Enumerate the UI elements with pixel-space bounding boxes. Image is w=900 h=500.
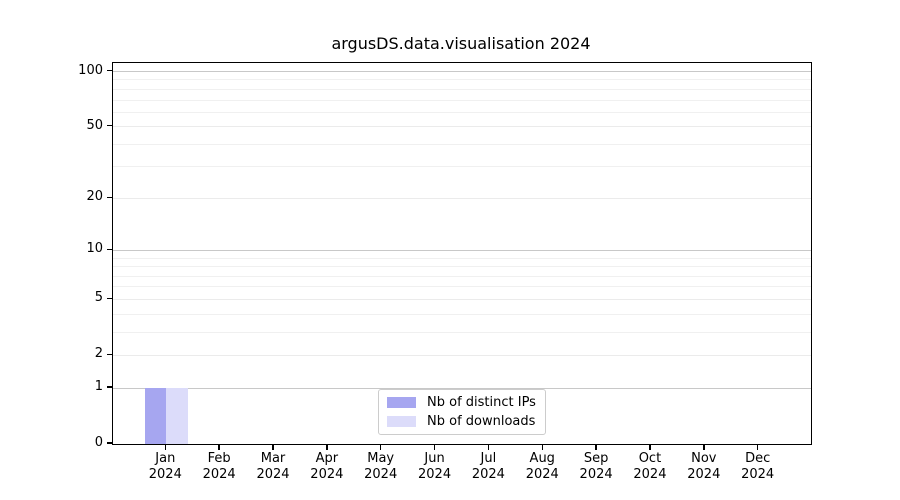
y-tick-mark-10 [107,248,112,251]
x-tick-mark-aug-2024 [541,444,543,450]
gridline-y-60 [113,111,811,113]
x-tick-label-may-2024: May 2024 [364,451,398,482]
gridline-y-4 [113,313,811,315]
gridline-y-70 [113,99,811,101]
y-tick-mark-20 [107,196,112,199]
x-tick-mark-mar-2024 [272,444,274,450]
y-tick-label-0: 0 [94,435,103,450]
gridline-y-90 [113,79,811,81]
gridline-y-8 [113,266,811,268]
y-tick-label-20: 20 [86,189,103,205]
x-tick-mark-feb-2024 [218,444,220,450]
gridline-y-30 [113,166,811,168]
y-tick-label-1: 1 [94,379,103,395]
gridline-y-40 [113,143,811,145]
x-tick-label-apr-2024: Apr 2024 [310,451,344,482]
gridline-y-7 [113,275,811,277]
x-tick-mark-jun-2024 [433,444,436,450]
legend-label-downloads: Nb of downloads [427,414,536,429]
x-tick-mark-jul-2024 [487,444,490,450]
bar-nb-of-distinct-ips-jan-2024 [144,388,167,444]
gridline-y-3 [113,331,811,333]
gridline-y-9 [113,257,811,259]
legend-entry-downloads: Nb of downloads [387,414,536,429]
legend-swatch-distinct-ips [387,397,416,408]
x-tick-label-mar-2024: Mar 2024 [256,451,290,482]
gridline-y-6 [113,286,811,288]
x-tick-mark-apr-2024 [326,444,328,450]
gridline-y-20 [113,197,811,199]
y-tick-label-50: 50 [86,117,103,133]
x-tick-label-nov-2024: Nov 2024 [687,451,721,482]
x-tick-label-oct-2024: Oct 2024 [633,451,667,482]
x-tick-label-jan-2024: Jan 2024 [148,451,182,482]
gridline-y-1 [113,387,811,389]
legend-label-distinct-ips: Nb of distinct IPs [427,395,536,410]
plot-area [112,62,812,445]
gridline-y-2 [113,354,811,356]
x-tick-label-sep-2024: Sep 2024 [579,451,613,482]
gridline-y-80 [113,88,811,90]
x-tick-mark-nov-2024 [703,444,705,450]
y-tick-mark-5 [107,297,112,300]
x-tick-label-dec-2024: Dec 2024 [741,451,775,482]
x-tick-mark-may-2024 [379,444,382,450]
x-tick-label-aug-2024: Aug 2024 [525,451,559,482]
y-tick-label-5: 5 [94,290,103,306]
y-tick-mark-50 [107,124,112,127]
y-tick-mark-0 [107,442,112,444]
legend-entry-distinct-ips: Nb of distinct IPs [387,395,536,410]
chart-title: argusDS.data.visualisation 2024 [331,34,591,53]
x-tick-label-jul-2024: Jul 2024 [471,451,505,482]
gridline-y-50 [113,126,811,128]
y-tick-mark-100 [107,69,112,72]
x-tick-mark-dec-2024 [756,444,759,450]
y-tick-mark-1 [107,386,112,388]
x-tick-mark-oct-2024 [649,444,651,450]
x-tick-label-jun-2024: Jun 2024 [418,451,452,482]
y-tick-label-10: 10 [86,241,103,257]
y-tick-label-100: 100 [78,62,103,78]
y-tick-mark-2 [107,353,112,356]
x-tick-label-feb-2024: Feb 2024 [202,451,236,482]
bar-nb-of-downloads-jan-2024 [166,388,188,444]
x-tick-mark-jan-2024 [164,444,167,450]
gridline-y-10 [113,249,811,251]
y-tick-label-2: 2 [94,346,103,362]
legend-swatch-downloads [387,416,416,427]
legend: Nb of distinct IPs Nb of downloads [378,389,546,435]
x-tick-mark-sep-2024 [595,444,597,450]
gridline-y-5 [113,298,811,300]
gridline-y-100 [113,71,811,73]
